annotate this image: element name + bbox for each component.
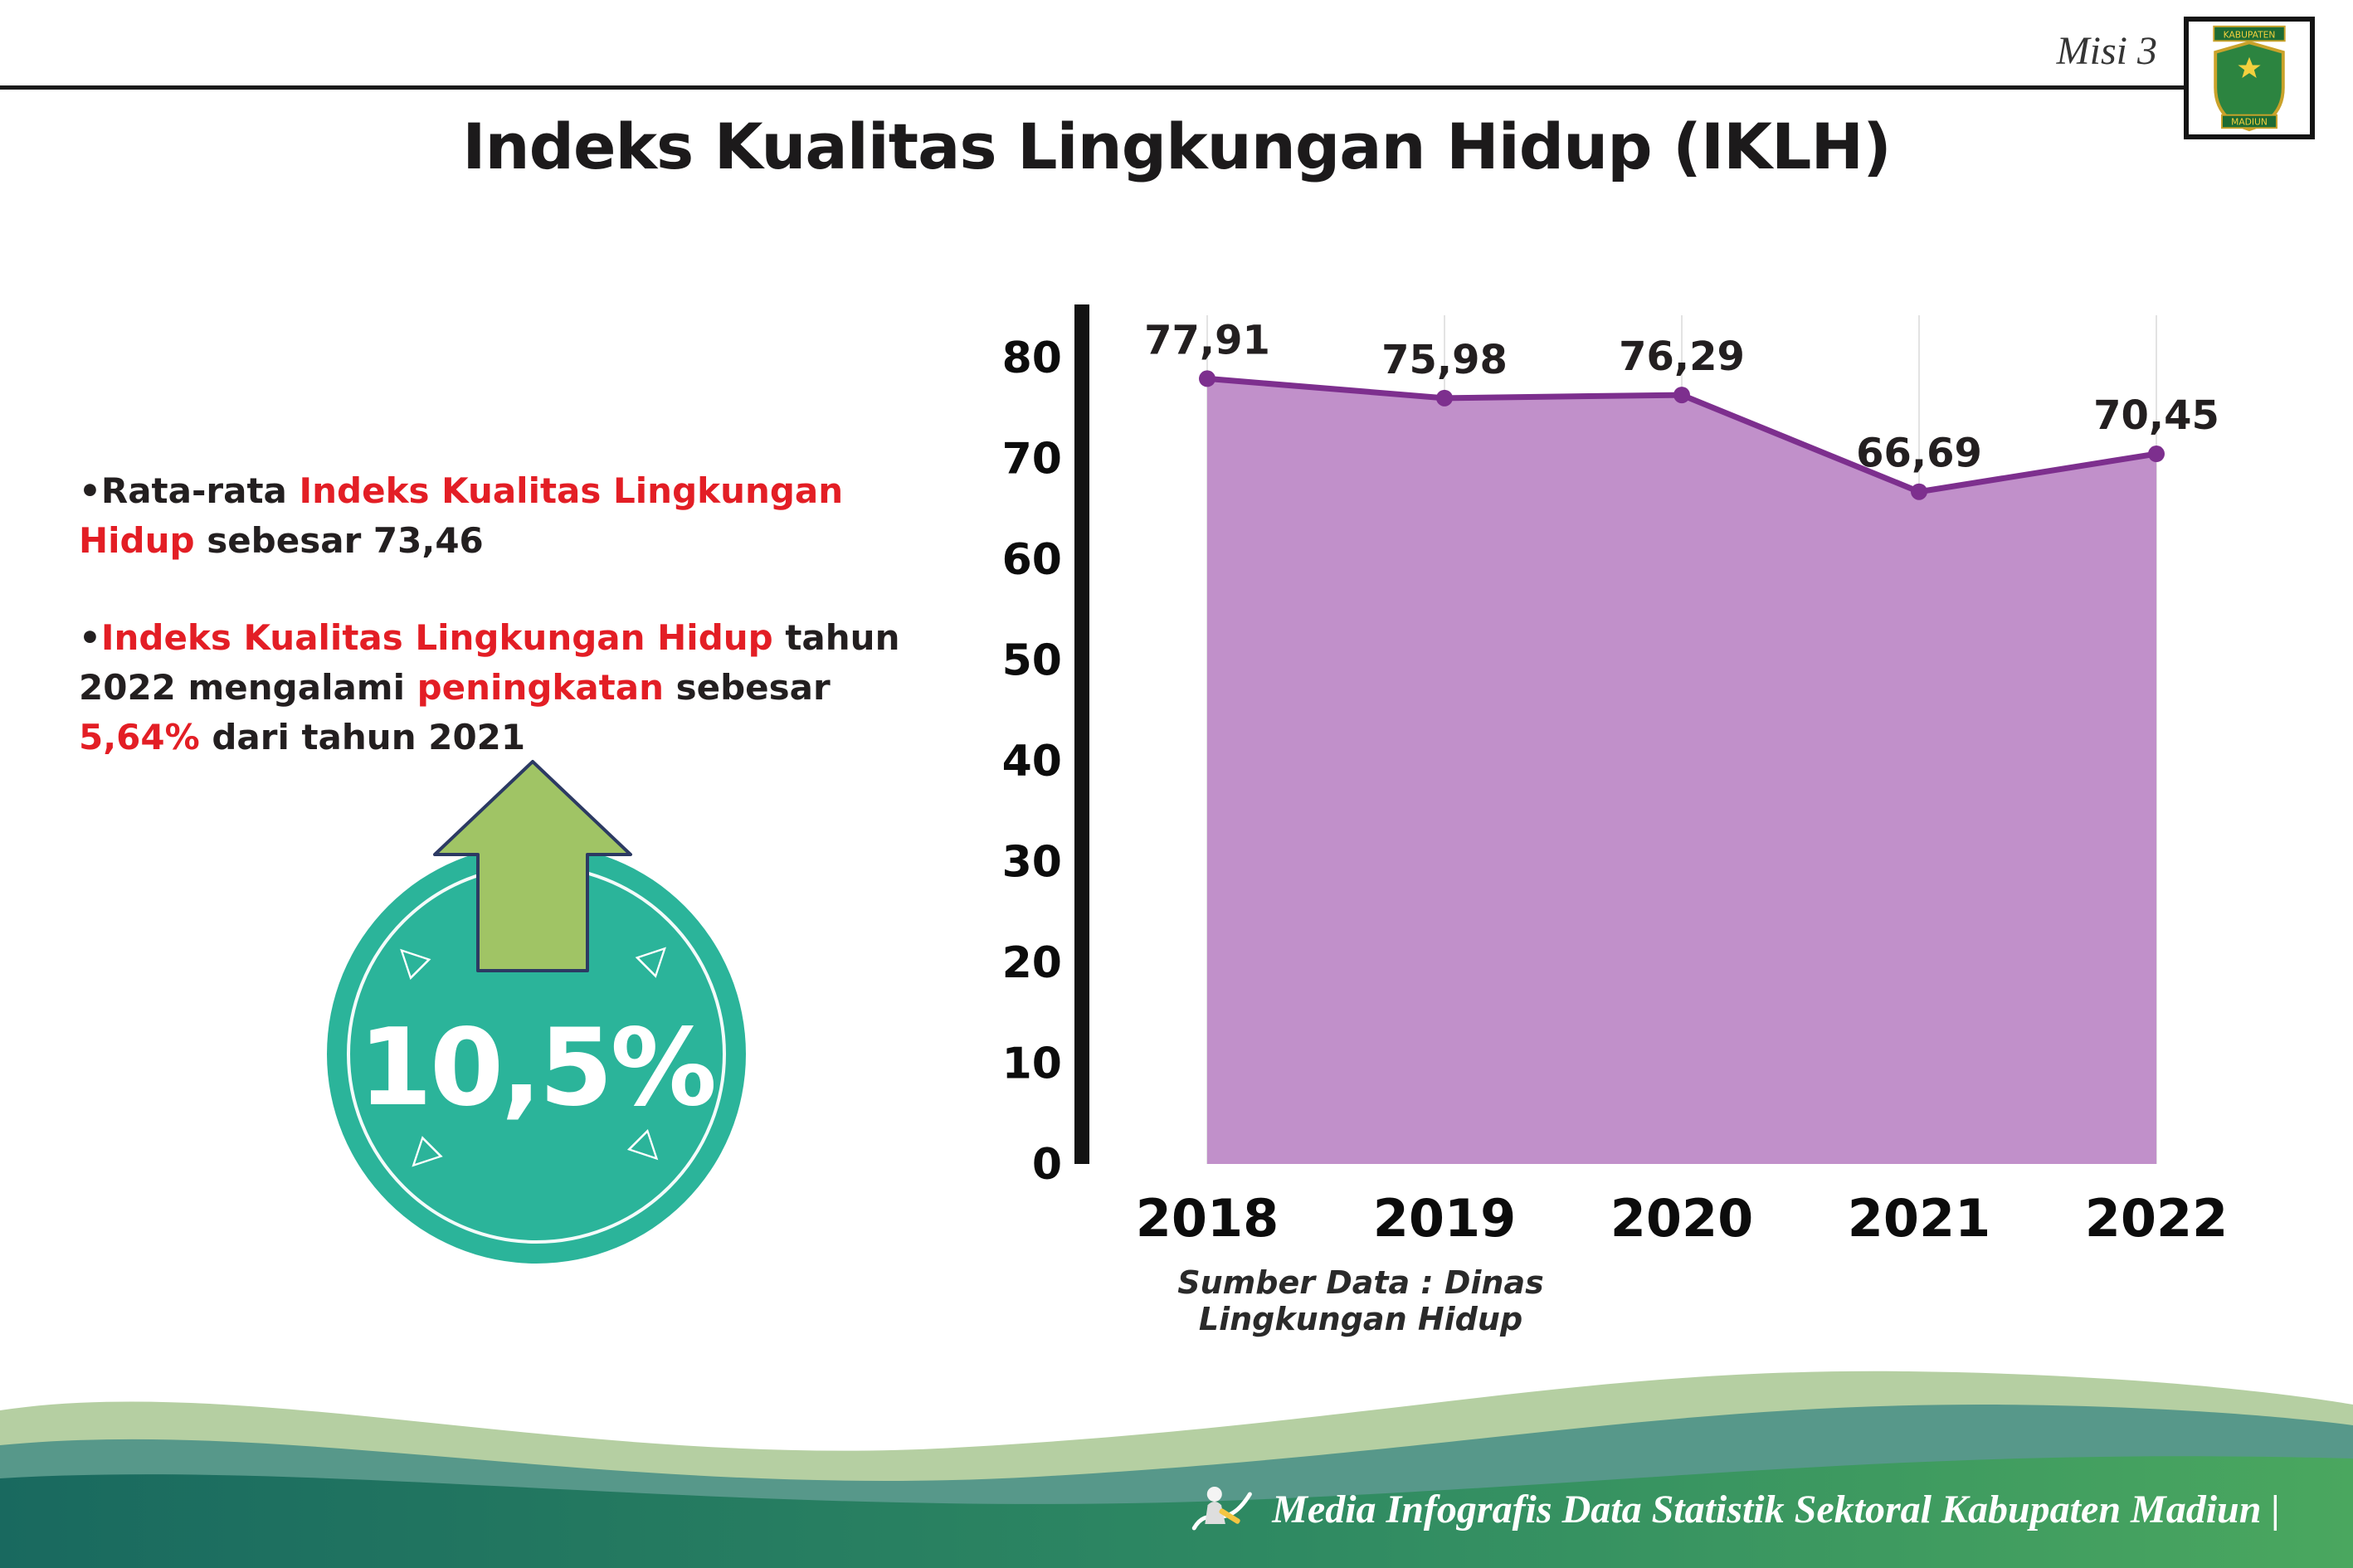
- x-axis-label: 2022: [2085, 1188, 2229, 1249]
- area-fill: [1207, 378, 2156, 1164]
- header-divider: [0, 85, 2184, 90]
- data-point: [1911, 483, 1927, 500]
- footer-wave-decoration: [0, 1371, 2353, 1568]
- y-tick-label: 10: [1002, 1040, 1062, 1089]
- data-point-label: 76,29: [1619, 334, 1745, 380]
- y-tick-label: 50: [1002, 636, 1062, 686]
- kabupaten-madiun-logo: KABUPATEN MADIUN: [2184, 17, 2315, 139]
- x-axis-label: 2018: [1136, 1188, 1279, 1249]
- logo-top-text: KABUPATEN: [2224, 29, 2276, 40]
- y-tick-label: 60: [1002, 535, 1062, 585]
- logo-shield-icon: KABUPATEN MADIUN: [2213, 25, 2286, 132]
- bullet-item: •Rata-rata Indeks Kualitas Lingkungan Hi…: [79, 466, 958, 565]
- badge-percentage: 10,5%: [358, 1006, 717, 1130]
- bullet-text-segment: tahun 2022 mengalami: [79, 617, 900, 708]
- bullet-marker: •: [79, 617, 101, 659]
- data-point: [1199, 370, 1215, 387]
- y-tick-label: 40: [1002, 737, 1062, 786]
- logo-bottom-text: MADIUN: [2231, 116, 2268, 127]
- y-tick-label: 0: [1032, 1140, 1062, 1190]
- bullet-text-segment: Rata-rata: [100, 470, 300, 511]
- y-tick-label: 80: [1002, 334, 1062, 383]
- data-point-label: 70,45: [2093, 392, 2219, 439]
- bullet-text-segment: dari tahun 2021: [199, 716, 526, 757]
- chart-source-note: Sumber Data : Dinas Lingkungan Hidup: [1177, 1264, 1544, 1337]
- y-tick-label: 20: [1002, 938, 1062, 988]
- bullet-list: •Rata-rata Indeks Kualitas Lingkungan Hi…: [79, 466, 958, 810]
- y-tick-label: 30: [1002, 838, 1062, 888]
- bullet-text-segment: peningkatan: [417, 666, 664, 708]
- x-axis-label: 2021: [1848, 1188, 1991, 1249]
- data-point: [1673, 387, 1690, 404]
- y-tick-label: 70: [1002, 435, 1062, 485]
- data-point: [2148, 446, 2165, 463]
- data-point-label: 75,98: [1381, 337, 1508, 383]
- page-title: Indeks Kualitas Lingkungan Hidup (IKLH): [462, 110, 1892, 183]
- x-axis-label: 2019: [1373, 1188, 1517, 1249]
- bullet-marker: •: [79, 470, 101, 511]
- bullet-text-segment: Indeks Kualitas Lingkungan Hidup: [100, 617, 773, 659]
- x-axis-label: 2020: [1610, 1188, 1754, 1249]
- footer-credit: Media Infografis Data Statistik Sektoral…: [1272, 1487, 2280, 1531]
- data-point: [1436, 389, 1453, 407]
- statistics-mascot-icon: [1191, 1486, 1253, 1531]
- data-point-label: 66,69: [1856, 431, 1982, 477]
- data-point-label: 77,91: [1144, 317, 1270, 363]
- iklh-area-chart: 0 10 20 30 40 50 60 70 80 77,91 75,98 76,29 66,69 70,…: [1002, 304, 2229, 1249]
- bullet-item: •Indeks Kualitas Lingkungan Hidup tahun …: [79, 613, 958, 762]
- up-arrow-icon: [433, 760, 632, 972]
- y-axis-line: [1074, 304, 1089, 1164]
- bullet-text-segment: sebesar: [664, 666, 831, 708]
- mission-label: Misi 3: [2056, 29, 2157, 73]
- bullet-text-segment: sebesar 73,46: [194, 519, 484, 561]
- bullet-text-segment: 5,64%: [79, 716, 200, 757]
- footer-credit-row: Media Infografis Data Statistik Sektoral…: [1187, 1475, 2280, 1543]
- bullet-text-segment: Indeks Kualitas Lingkungan Hidup: [79, 470, 844, 561]
